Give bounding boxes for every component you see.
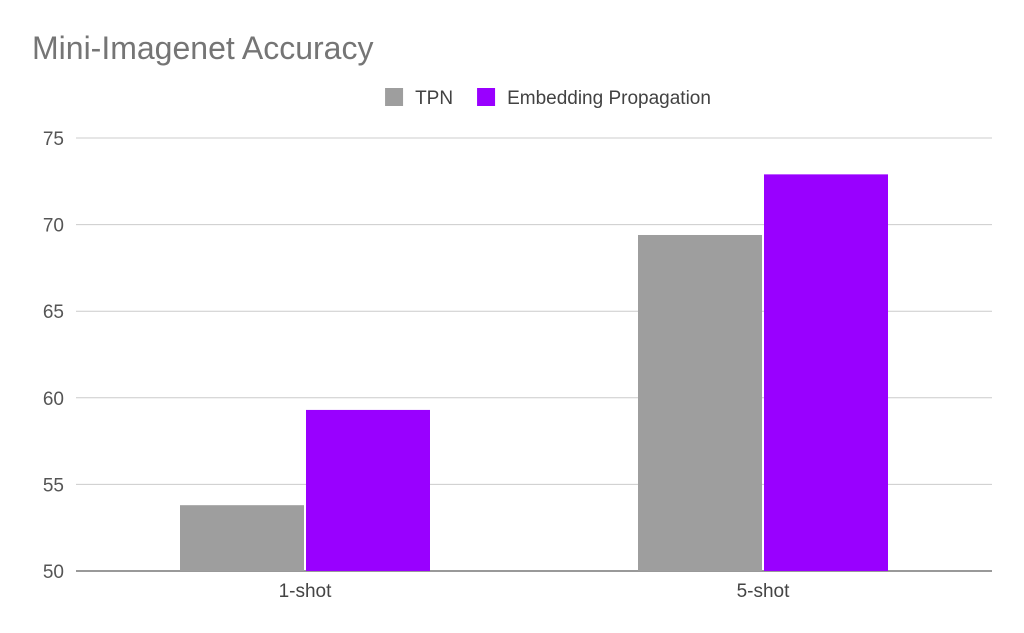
x-axis-category-labels: 1-shot 5-shot — [279, 581, 791, 602]
x-category-label: 5-shot — [737, 581, 791, 602]
y-axis-tick-labels: 50 55 60 65 70 75 — [43, 129, 64, 583]
bar-embedding-propagation-5-shot — [764, 174, 888, 571]
y-tick-label: 60 — [43, 389, 64, 410]
legend-swatch — [477, 88, 496, 106]
x-category-label: 1-shot — [279, 581, 333, 602]
bar-tpn-5-shot — [638, 234, 762, 571]
y-tick-label: 75 — [43, 129, 64, 150]
y-tick-label: 70 — [43, 216, 64, 237]
legend-label: Embedding Propagation — [507, 88, 711, 109]
bar-embedding-propagation-1-shot — [306, 409, 430, 571]
y-tick-label: 65 — [43, 302, 64, 323]
y-tick-label: 55 — [43, 475, 64, 496]
legend: TPN Embedding Propagation — [385, 88, 711, 109]
chart-title: Mini-Imagenet Accuracy — [32, 30, 373, 66]
y-tick-label: 50 — [43, 562, 64, 583]
legend-swatch — [385, 88, 404, 106]
bars — [180, 174, 888, 571]
legend-label: TPN — [415, 88, 453, 109]
bar-tpn-1-shot — [180, 505, 304, 571]
